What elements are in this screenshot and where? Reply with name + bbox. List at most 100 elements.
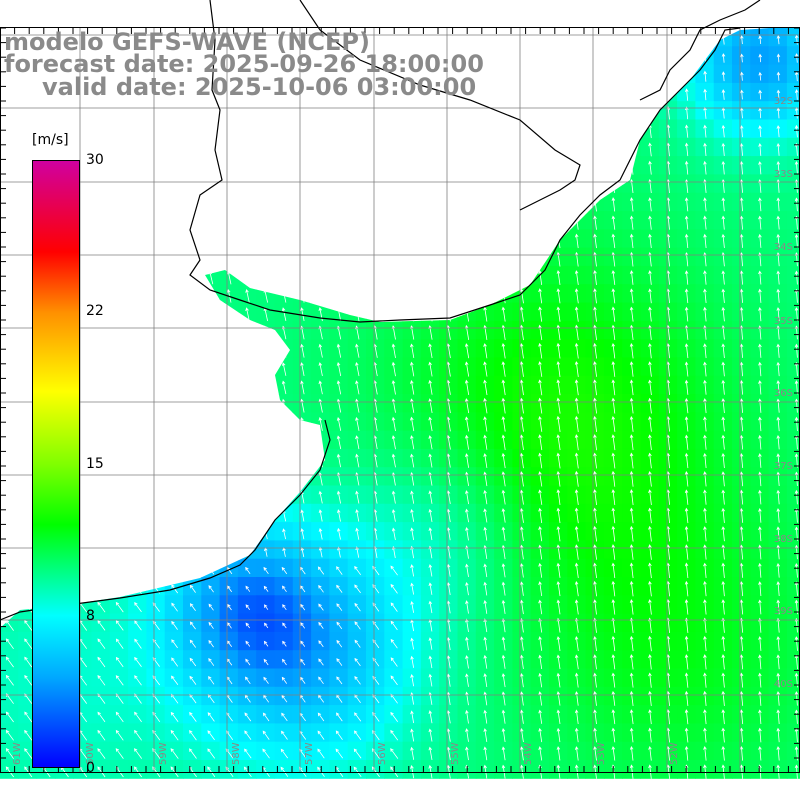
wind-arrow	[172, 307, 177, 321]
wind-arrow	[428, 655, 433, 669]
wind-arrow	[629, 51, 634, 65]
wind-arrow	[556, 489, 561, 505]
wind-arrow	[300, 234, 305, 248]
wind-arrow	[172, 362, 177, 376]
wind-arrow	[410, 416, 415, 432]
longitude-label: 56W	[377, 742, 388, 765]
wind-arrow	[25, 435, 31, 450]
wind-arrow	[446, 508, 451, 523]
wind-arrow	[684, 525, 689, 542]
wind-arrow	[721, 489, 726, 505]
wind-arrow	[593, 288, 597, 304]
wind-arrow	[684, 489, 689, 505]
wind-arrow	[611, 525, 616, 542]
wind-arrow	[281, 362, 287, 376]
wind-arrow	[483, 654, 488, 669]
wind-arrow	[739, 142, 744, 156]
wind-arrow	[446, 618, 451, 632]
wind-arrow	[776, 288, 781, 303]
wind-arrow	[263, 343, 268, 358]
wind-arrow	[575, 50, 579, 65]
wind-arrow	[336, 105, 342, 120]
wind-arrow	[245, 585, 251, 592]
wind-arrow	[501, 673, 506, 688]
wind-arrow	[390, 583, 398, 594]
wind-arrow	[25, 362, 31, 376]
wind-arrow	[483, 69, 488, 84]
wind-arrow	[556, 197, 561, 212]
wind-arrow	[97, 583, 106, 595]
wind-arrow	[25, 289, 31, 303]
wind-arrow	[593, 160, 597, 175]
wind-arrow	[629, 507, 634, 524]
wind-arrow	[410, 527, 414, 541]
wind-arrow	[245, 307, 250, 321]
wind-arrow	[7, 453, 13, 468]
wind-arrow	[355, 215, 360, 230]
wind-arrow	[245, 270, 250, 285]
wind-arrow	[611, 160, 616, 175]
wind-arrow	[556, 709, 561, 724]
longitude-label: 58W	[231, 742, 242, 765]
wind-arrow	[354, 730, 362, 741]
wind-arrow	[226, 307, 232, 321]
wind-arrow	[281, 343, 287, 358]
wind-arrow	[263, 398, 268, 413]
wind-arrow	[428, 728, 433, 742]
wind-arrow	[428, 288, 433, 304]
wind-arrow	[227, 547, 231, 557]
wind-arrow	[153, 106, 159, 120]
brazil-coast	[639, 0, 761, 101]
wind-arrow	[300, 585, 306, 593]
wind-arrow	[465, 581, 469, 596]
wind-arrow	[135, 160, 141, 175]
colorbar-tick-30: 30	[86, 152, 104, 168]
wind-arrow	[262, 712, 270, 722]
wind-arrow	[336, 160, 342, 175]
wind-arrow	[556, 415, 561, 432]
wind-arrow	[24, 564, 33, 577]
wind-arrow	[428, 527, 433, 541]
wind-arrow	[135, 270, 141, 285]
wind-arrow	[703, 452, 707, 469]
wind-arrow	[776, 215, 781, 230]
wind-arrow	[611, 142, 616, 157]
wind-arrow	[684, 745, 689, 761]
wind-arrow	[520, 654, 524, 669]
wind-arrow	[794, 489, 799, 505]
wind-arrow	[135, 142, 141, 157]
wind-arrow	[263, 676, 269, 684]
wind-arrow	[318, 603, 324, 611]
wind-arrow	[208, 490, 214, 504]
wind-arrow	[648, 233, 652, 249]
wind-arrow	[391, 288, 396, 303]
wind-arrow	[648, 434, 652, 451]
wind-arrow	[538, 672, 543, 688]
wind-arrow	[172, 509, 177, 522]
wind-arrow	[336, 566, 343, 575]
wind-arrow	[556, 397, 561, 414]
wind-arrow	[208, 509, 213, 522]
wind-arrow	[739, 306, 744, 322]
wind-arrow	[115, 729, 124, 741]
wind-arrow	[428, 508, 433, 522]
wind-arrow	[629, 69, 634, 84]
wind-arrow	[611, 105, 616, 120]
wind-arrow	[97, 656, 106, 668]
wind-arrow	[428, 453, 433, 468]
wind-arrow	[758, 526, 762, 542]
wind-arrow	[739, 599, 744, 615]
wind-arrow	[189, 711, 197, 722]
wind-arrow	[190, 398, 195, 413]
wind-arrow	[611, 69, 616, 84]
wind-arrow	[98, 234, 104, 248]
wind-arrow	[519, 581, 524, 596]
wind-arrow	[648, 599, 652, 615]
wind-arrow	[318, 380, 323, 395]
wind-arrow	[648, 727, 652, 743]
wind-arrow	[739, 270, 744, 285]
wind-arrow	[574, 544, 579, 560]
wind-arrow	[208, 453, 214, 468]
wind-arrow	[318, 215, 323, 230]
wind-arrow	[758, 125, 762, 138]
